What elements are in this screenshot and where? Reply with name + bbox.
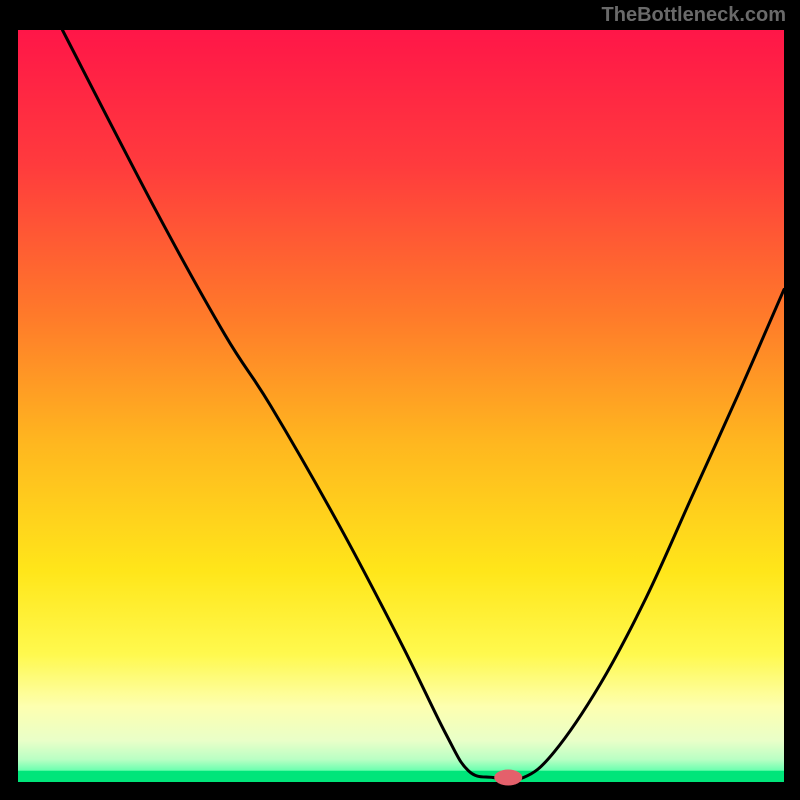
optimal-marker <box>494 769 522 785</box>
chart-container: TheBottleneck.com <box>0 0 800 800</box>
watermark-text: TheBottleneck.com <box>602 4 786 27</box>
bottleneck-chart <box>0 0 800 800</box>
chart-green-band <box>18 771 784 782</box>
chart-gradient-bg <box>18 30 784 782</box>
